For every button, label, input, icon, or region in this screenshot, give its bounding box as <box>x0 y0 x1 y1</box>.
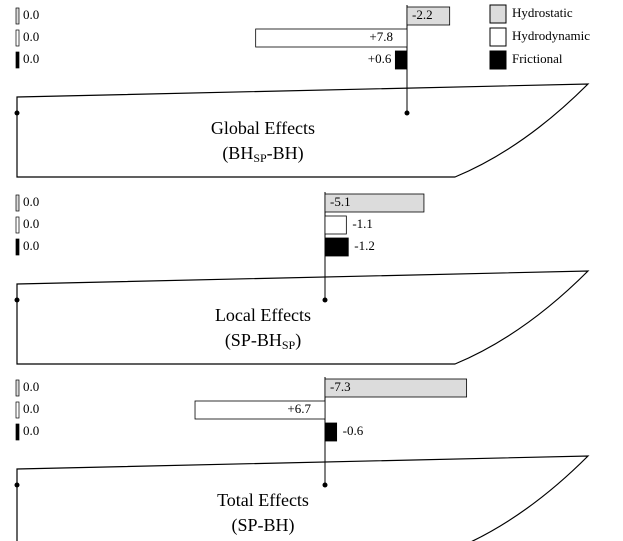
reference-label: 0.0 <box>23 423 39 438</box>
reference-label: 0.0 <box>23 216 39 231</box>
subtitle-part: (SP-BH <box>225 330 282 351</box>
reference-bar <box>15 423 20 441</box>
value-label: -7.3 <box>330 379 351 394</box>
bar <box>324 215 347 235</box>
hull-dot <box>14 110 20 116</box>
panel-title: Local Effects <box>215 305 311 325</box>
reference-label: 0.0 <box>23 51 39 66</box>
reference-bar <box>15 29 20 47</box>
value-label: -5.1 <box>330 194 351 209</box>
subscript: SP <box>282 338 296 352</box>
pivot-dot <box>322 297 328 303</box>
reference-label: 0.0 <box>23 29 39 44</box>
reference-bar <box>15 194 20 212</box>
subtitle-part: -BH) <box>267 143 304 164</box>
reference-label: 0.0 <box>23 7 39 22</box>
legend-swatch <box>489 4 507 24</box>
value-label: -1.2 <box>354 238 375 253</box>
bar <box>324 422 338 442</box>
value-label: -0.6 <box>343 423 364 438</box>
value-label: +0.6 <box>368 51 392 66</box>
value-label: +6.7 <box>287 401 311 416</box>
bar <box>255 28 408 48</box>
reference-bar <box>15 7 20 25</box>
subtitle-part: ) <box>295 330 301 351</box>
pivot-dot <box>322 482 328 488</box>
bar <box>324 237 349 257</box>
reference-bar <box>15 238 20 256</box>
hull-dot <box>14 297 20 303</box>
reference-label: 0.0 <box>23 379 39 394</box>
bar <box>394 50 408 70</box>
hull <box>16 83 590 541</box>
legend-label: Frictional <box>512 51 563 66</box>
legend-swatch <box>489 50 507 70</box>
value-label: +7.8 <box>369 29 393 44</box>
hull-dot <box>14 482 20 488</box>
subscript: SP <box>253 151 267 165</box>
subtitle-part: (BH <box>222 143 253 164</box>
value-label: -1.1 <box>352 216 373 231</box>
panel-subtitle: (SP-BH) <box>231 515 294 536</box>
bar <box>194 400 326 420</box>
panel-subtitle: (BHSP-BH) <box>222 143 303 165</box>
pivot-dot <box>404 110 410 116</box>
panel-title: Global Effects <box>211 118 315 138</box>
bar <box>324 378 468 398</box>
subtitle-part: (SP-BH) <box>231 515 294 536</box>
reference-bar <box>15 51 20 69</box>
reference-bar <box>15 401 20 419</box>
bar <box>324 193 425 213</box>
legend-label: Hydrodynamic <box>512 28 590 43</box>
reference-label: 0.0 <box>23 194 39 209</box>
value-label: -2.2 <box>412 7 433 22</box>
reference-bar <box>15 379 20 397</box>
reference-bar <box>15 216 20 234</box>
bar <box>406 6 451 26</box>
reference-label: 0.0 <box>23 238 39 253</box>
reference-label: 0.0 <box>23 401 39 416</box>
legend-swatch <box>489 27 507 47</box>
panel-title: Total Effects <box>217 490 309 510</box>
legend-label: Hydrostatic <box>512 5 573 20</box>
panel-subtitle: (SP-BHSP) <box>225 330 301 352</box>
